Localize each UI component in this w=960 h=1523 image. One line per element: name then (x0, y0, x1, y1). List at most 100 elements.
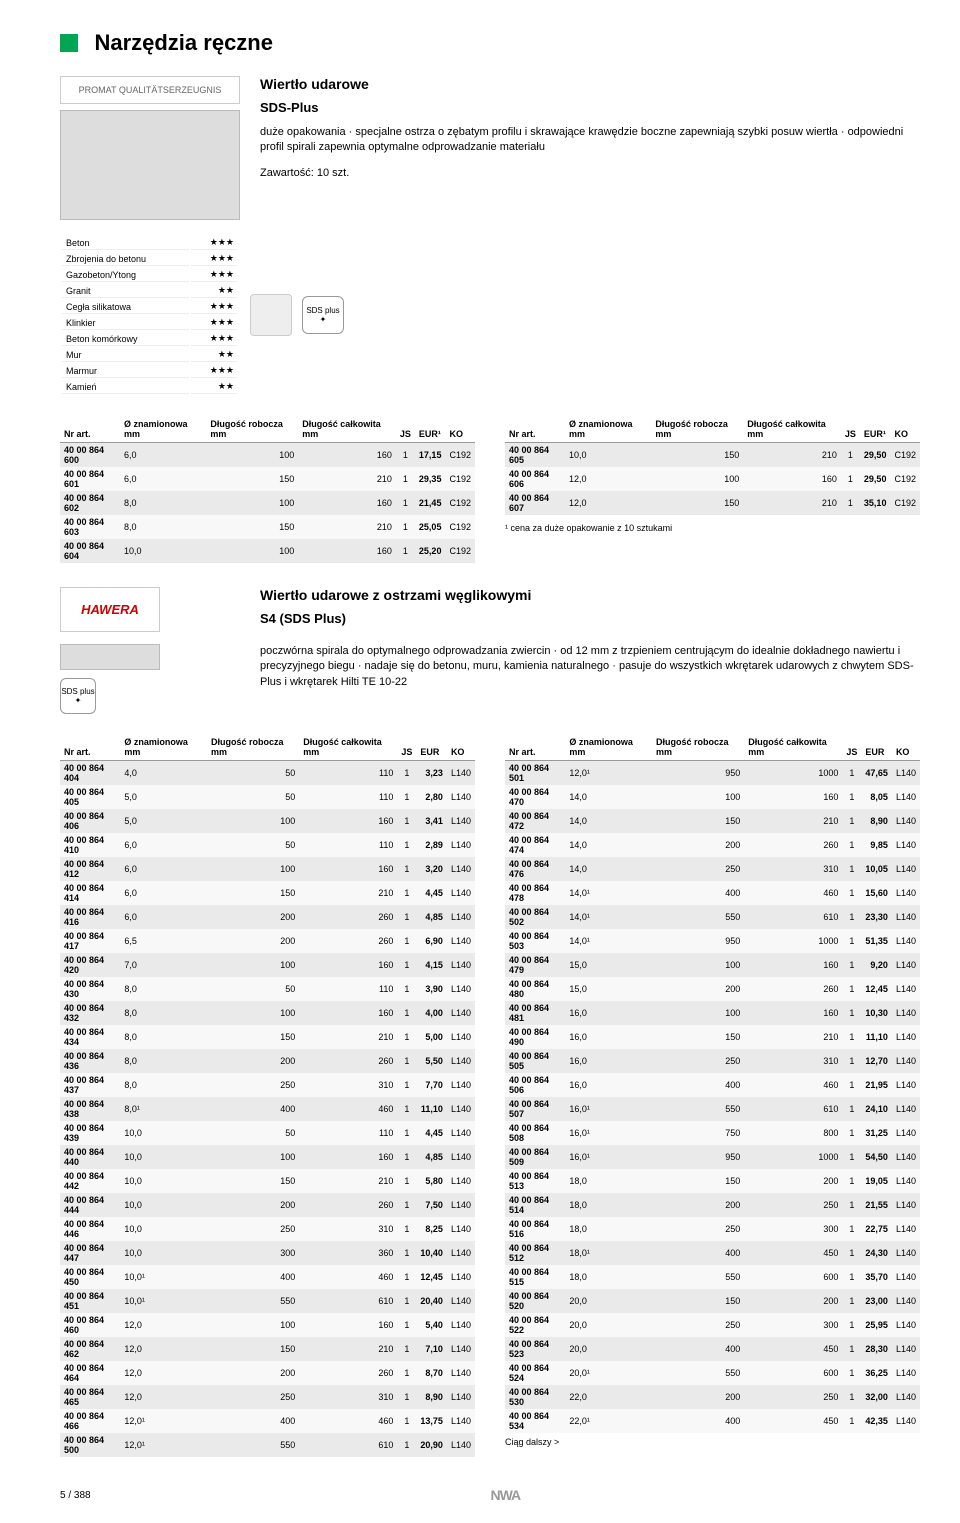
price: 4,85 (416, 1145, 447, 1169)
total-length: 260 (299, 905, 397, 929)
table-row: 40 00 864 4065,010016013,41L140 (60, 809, 475, 833)
total-length: 260 (744, 977, 842, 1001)
art-nr: 40 00 864 515 (505, 1265, 565, 1289)
total-length: 300 (744, 1217, 842, 1241)
price: 4,00 (416, 1001, 447, 1025)
art-nr: 40 00 864 444 (60, 1193, 120, 1217)
work-length: 150 (206, 467, 298, 491)
diameter: 22,0 (565, 1385, 652, 1409)
price: 6,90 (416, 929, 447, 953)
ko: L140 (892, 1145, 920, 1169)
table-row: 40 00 864 4055,05011012,80L140 (60, 785, 475, 809)
ko: L140 (447, 1217, 475, 1241)
total-length: 210 (744, 1025, 842, 1049)
price: 15,60 (861, 881, 892, 905)
js: 1 (397, 1433, 416, 1457)
diameter: 6,0 (120, 833, 207, 857)
art-nr: 40 00 864 465 (60, 1385, 120, 1409)
work-length: 750 (652, 1121, 744, 1145)
js: 1 (397, 1121, 416, 1145)
work-length: 550 (207, 1289, 299, 1313)
price: 10,40 (416, 1241, 447, 1265)
ko: L140 (892, 785, 920, 809)
ko: L140 (447, 1049, 475, 1073)
ko: L140 (447, 953, 475, 977)
table-row: 40 00 864 50616,0400460121,95L140 (505, 1073, 920, 1097)
js: 1 (842, 1049, 861, 1073)
table-row: 40 00 864 4207,010016014,15L140 (60, 953, 475, 977)
work-length: 100 (206, 491, 298, 515)
js: 1 (842, 1025, 861, 1049)
total-length: 610 (299, 1433, 397, 1457)
total-length: 460 (299, 1409, 397, 1433)
work-length: 50 (207, 785, 299, 809)
ko: L140 (892, 1409, 920, 1433)
js: 1 (397, 1145, 416, 1169)
work-length: 200 (207, 905, 299, 929)
column-header: Długość całkowita mm (743, 416, 841, 443)
ko: C192 (890, 443, 920, 468)
js: 1 (842, 1313, 861, 1337)
total-length: 110 (299, 833, 397, 857)
work-length: 200 (652, 977, 744, 1001)
work-length: 550 (652, 1361, 744, 1385)
price: 5,80 (416, 1169, 447, 1193)
ko: L140 (447, 1121, 475, 1145)
column-header: Długość całkowita mm (298, 416, 396, 443)
art-nr: 40 00 864 603 (60, 515, 120, 539)
js: 1 (397, 1313, 416, 1337)
total-length: 260 (299, 929, 397, 953)
total-length: 210 (299, 1025, 397, 1049)
section1-header: PROMAT QUALITÄTSERZEUGNIS Wiertło udarow… (60, 76, 920, 220)
art-nr: 40 00 864 505 (505, 1049, 565, 1073)
column-header: Ø znamionowa mm (565, 734, 652, 761)
ko: L140 (892, 1289, 920, 1313)
section2-subname: S4 (SDS Plus) (260, 611, 920, 626)
work-length: 200 (652, 833, 744, 857)
work-length: 150 (651, 491, 743, 515)
plus-icon-2: ✦ (75, 696, 82, 705)
table-row: 40 00 864 4348,015021015,00L140 (60, 1025, 475, 1049)
price: 7,70 (416, 1073, 447, 1097)
ko: L140 (447, 833, 475, 857)
table-row: 40 00 864 47915,010016019,20L140 (505, 953, 920, 977)
total-length: 800 (744, 1121, 842, 1145)
art-nr: 40 00 864 512 (505, 1241, 565, 1265)
js: 1 (842, 761, 861, 786)
js: 1 (396, 467, 415, 491)
ko: L140 (447, 1361, 475, 1385)
price: 3,20 (416, 857, 447, 881)
art-nr: 40 00 864 470 (505, 785, 565, 809)
price: 23,00 (861, 1289, 892, 1313)
section2-table-left: Nr art.Ø znamionowa mmDługość robocza mm… (60, 734, 475, 1457)
price: 8,70 (416, 1361, 447, 1385)
work-length: 300 (207, 1241, 299, 1265)
art-nr: 40 00 864 601 (60, 467, 120, 491)
work-length: 550 (652, 1265, 744, 1289)
ko: L140 (892, 1001, 920, 1025)
work-length: 100 (651, 467, 743, 491)
price: 23,30 (861, 905, 892, 929)
total-length: 1000 (744, 929, 842, 953)
js: 1 (397, 1193, 416, 1217)
price: 12,70 (861, 1049, 892, 1073)
work-length: 150 (207, 881, 299, 905)
total-length: 260 (299, 1361, 397, 1385)
table-row: 40 00 864 6006,0100160117,15C192 (60, 443, 475, 468)
diameter: 10,0 (120, 1193, 207, 1217)
total-length: 610 (744, 905, 842, 929)
table-row: 40 00 864 45010,0¹400460112,45L140 (60, 1265, 475, 1289)
total-length: 210 (299, 881, 397, 905)
column-header: Długość robocza mm (652, 734, 744, 761)
js: 1 (397, 809, 416, 833)
art-nr: 40 00 864 460 (60, 1313, 120, 1337)
total-length: 160 (298, 443, 396, 468)
ko: L140 (892, 929, 920, 953)
js: 1 (842, 1289, 861, 1313)
work-length: 150 (652, 1025, 744, 1049)
section1-table-right: Nr art.Ø znamionowa mmDługość robocza mm… (505, 416, 920, 515)
table-row: 40 00 864 46412,020026018,70L140 (60, 1361, 475, 1385)
ko: L140 (892, 857, 920, 881)
art-nr: 40 00 864 450 (60, 1265, 120, 1289)
work-length: 400 (207, 1265, 299, 1289)
